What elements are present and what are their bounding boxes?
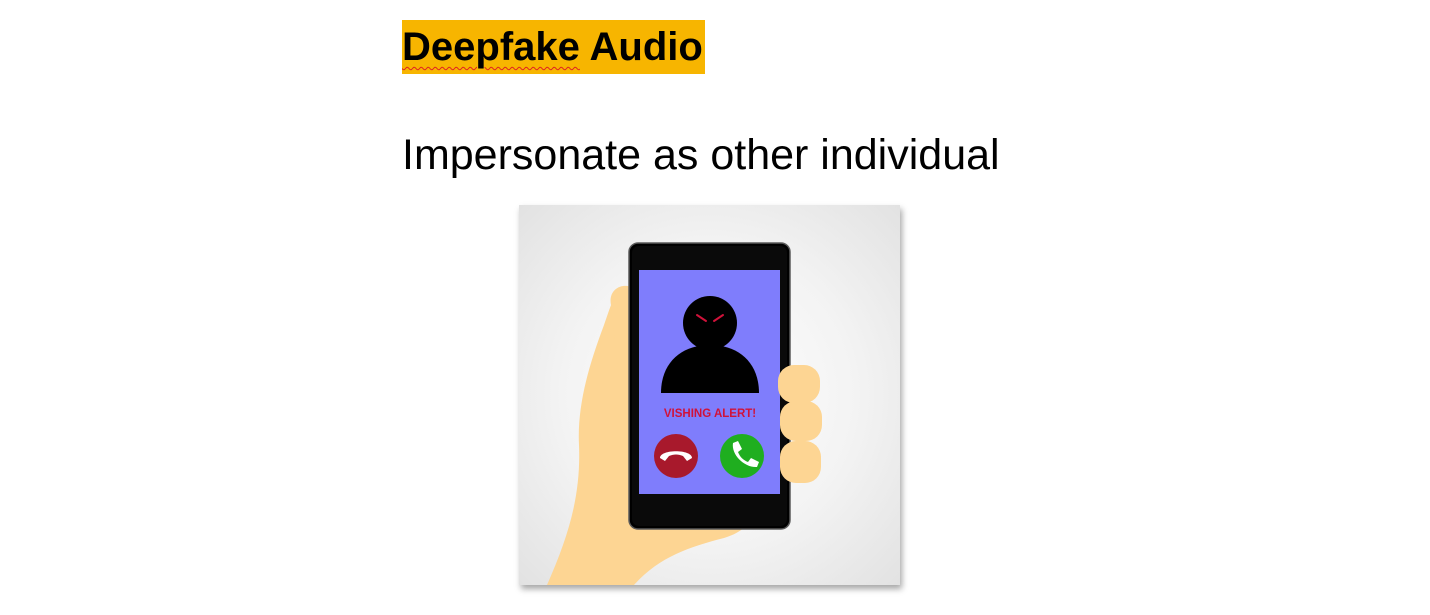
caller-angry-eyes bbox=[696, 314, 724, 322]
hand-fingers bbox=[778, 365, 822, 483]
vishing-alert-text: VISHING ALERT! bbox=[664, 408, 756, 420]
slide-subtitle: Impersonate as other individual bbox=[402, 131, 1000, 179]
accept-call-icon bbox=[720, 434, 764, 478]
title-spellcheck-word: Deepfake bbox=[402, 25, 580, 69]
phone-in-hand-image: VISHING ALERT! bbox=[547, 242, 822, 585]
caller-head bbox=[683, 296, 737, 350]
slide-title: Deepfake Audio bbox=[402, 20, 705, 74]
title-rest: Audio bbox=[579, 25, 703, 69]
caller-body bbox=[661, 345, 759, 393]
decline-call-icon bbox=[654, 434, 698, 478]
vishing-call-illustration: VISHING ALERT! bbox=[519, 205, 900, 585]
